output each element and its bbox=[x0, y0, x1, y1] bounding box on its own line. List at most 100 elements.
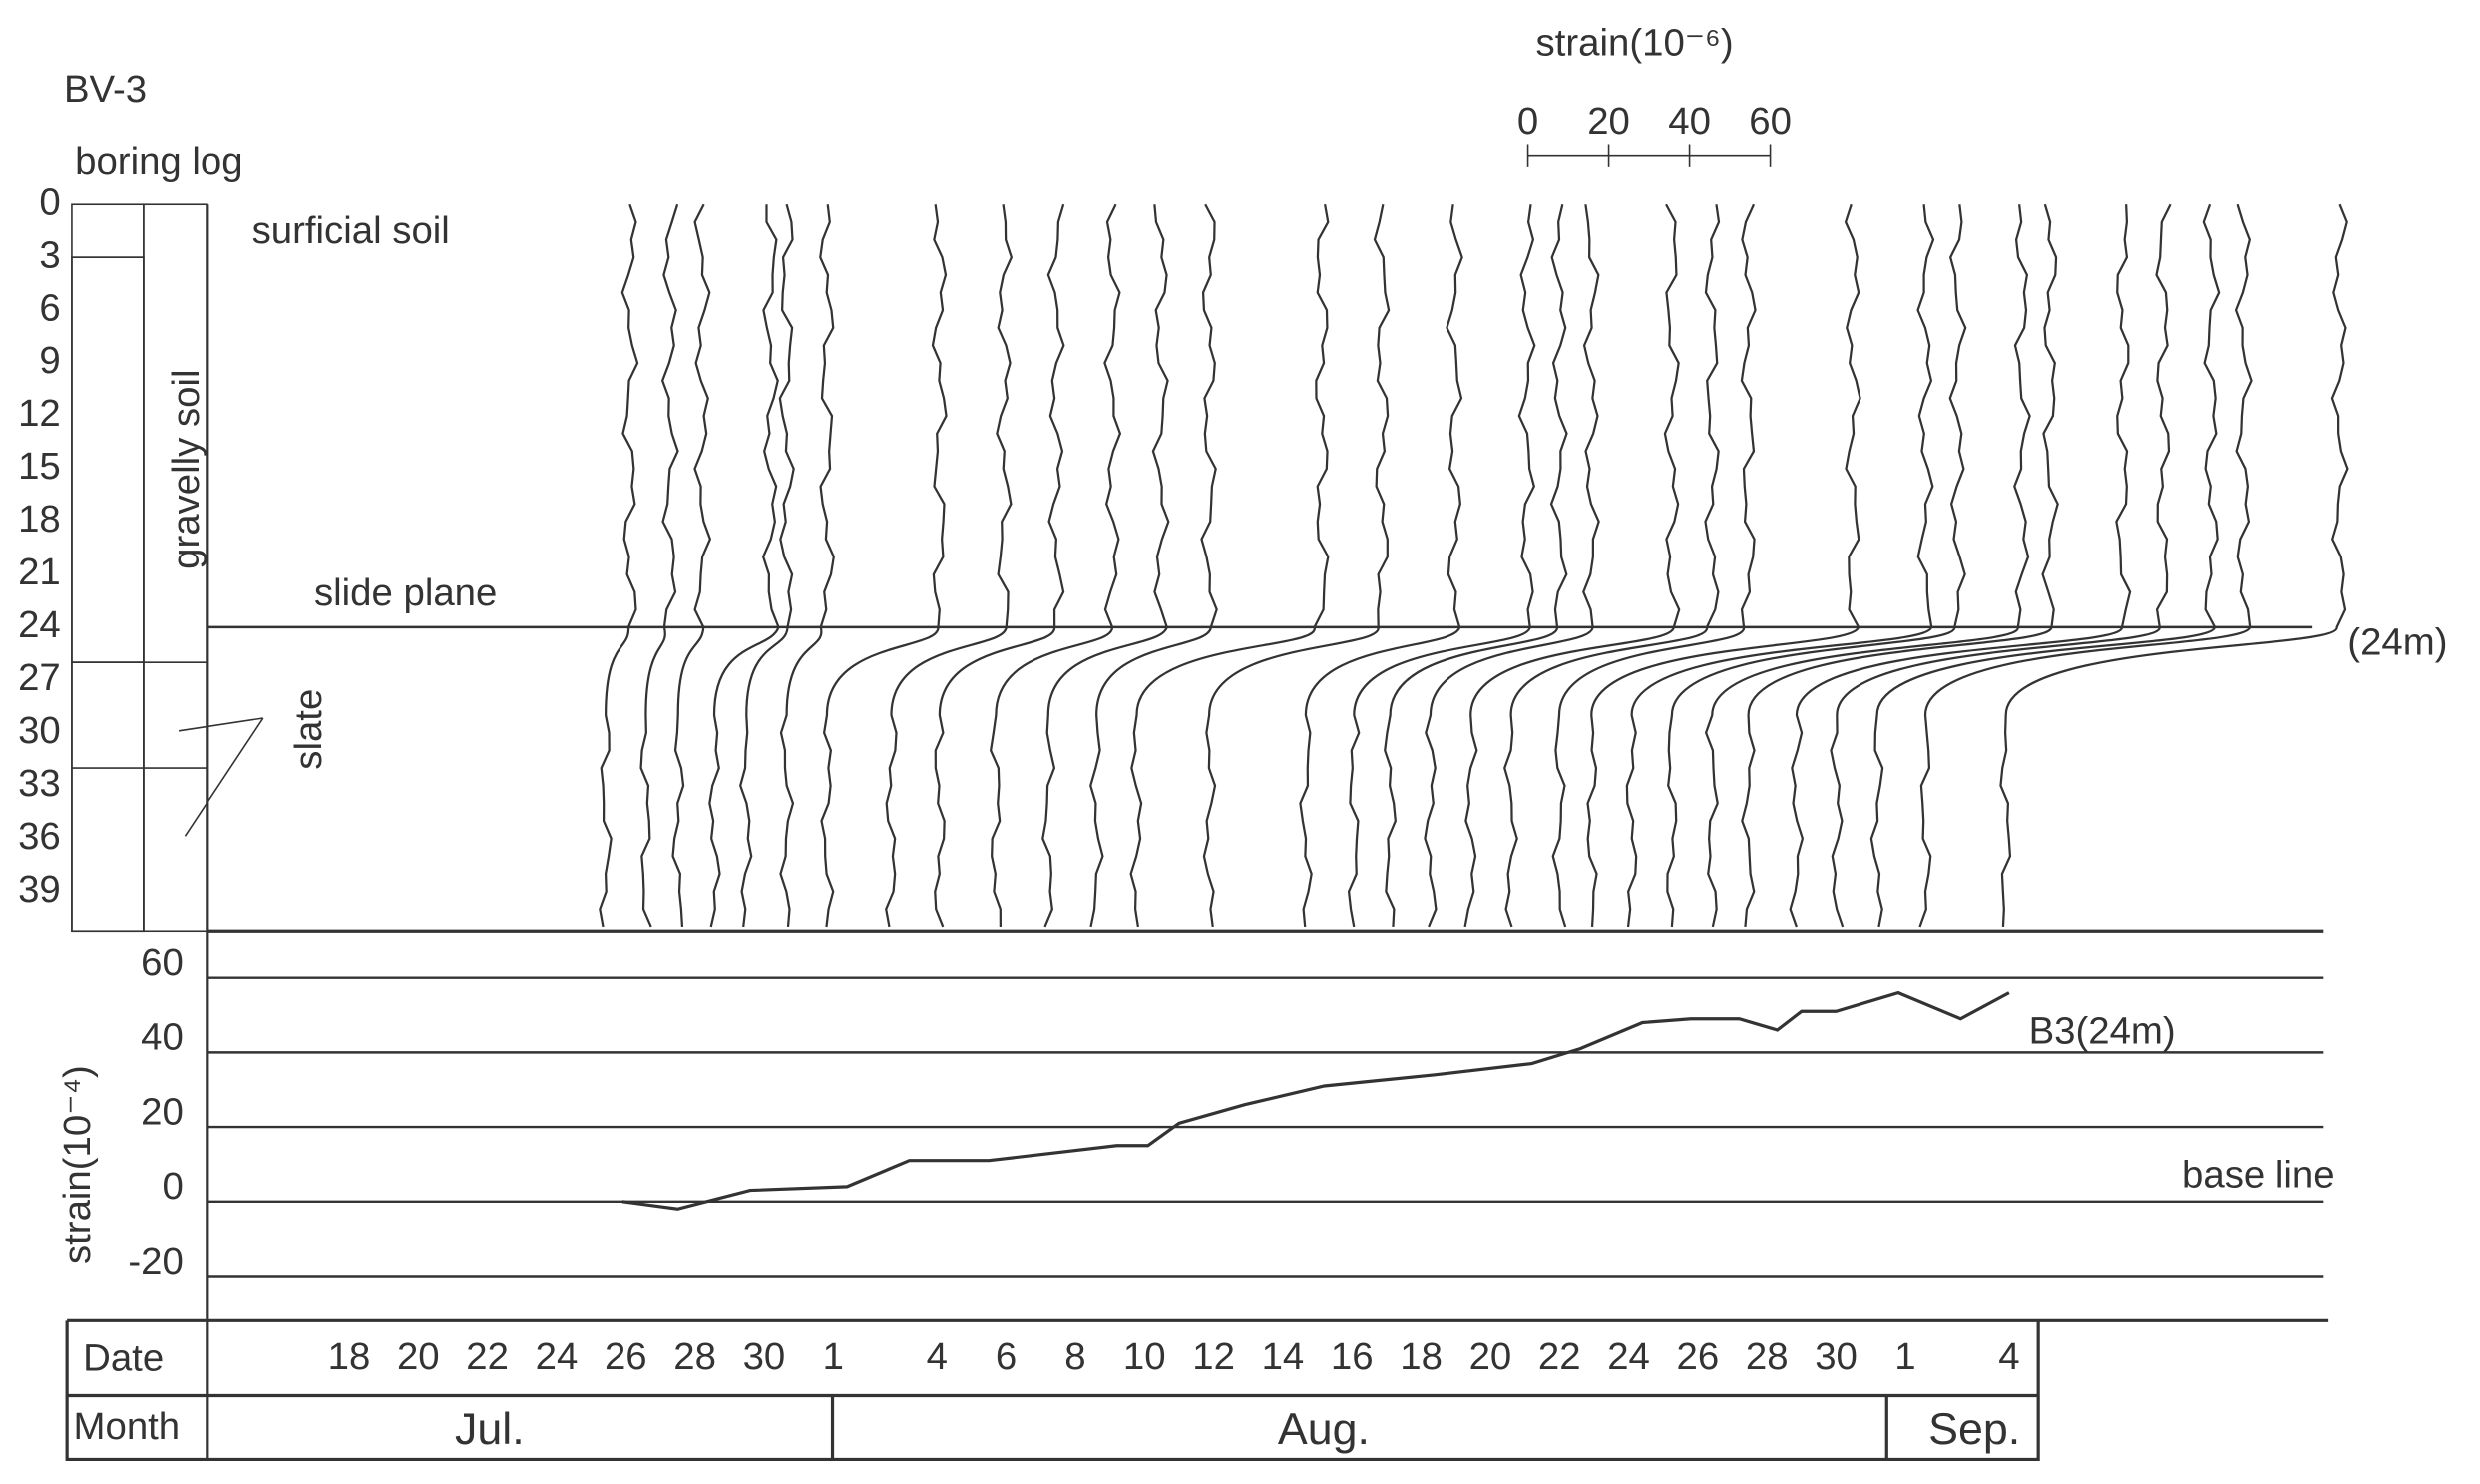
y-tick-label: 20 bbox=[141, 1090, 184, 1133]
x-tick-label: 20 bbox=[1469, 1335, 1512, 1378]
y-tick-label: 0 bbox=[163, 1165, 184, 1208]
x-tick-label: 16 bbox=[1331, 1335, 1374, 1378]
x-tick-label: 8 bbox=[1064, 1335, 1085, 1378]
scale-tick-label: 0 bbox=[1517, 100, 1538, 143]
surface-label: surficial soil bbox=[252, 209, 450, 252]
depth-tick-label: 33 bbox=[18, 762, 61, 805]
strain-profile bbox=[1666, 204, 1967, 928]
x-tick-label: 24 bbox=[1607, 1335, 1650, 1378]
strain-profile bbox=[1869, 203, 2221, 928]
x-tick-label: 18 bbox=[1400, 1335, 1443, 1378]
x-tick-label: 12 bbox=[1192, 1335, 1235, 1378]
strain-profile bbox=[1789, 204, 2132, 928]
y-tick-label: 60 bbox=[141, 941, 184, 984]
scale-tick-label: 40 bbox=[1668, 100, 1711, 143]
strain-profile bbox=[1089, 203, 1218, 928]
month-label: Jul. bbox=[455, 1404, 525, 1454]
series-line bbox=[621, 990, 2010, 1211]
strain-profile bbox=[1625, 204, 1935, 928]
x-tick-label: 26 bbox=[1677, 1335, 1720, 1378]
strain-profile bbox=[671, 203, 712, 928]
x-tick-label: 30 bbox=[743, 1335, 786, 1378]
depth-tick-label: 15 bbox=[18, 445, 61, 488]
strain-profile bbox=[1129, 204, 1330, 928]
x-tick-label: 22 bbox=[1538, 1335, 1581, 1378]
x-tick-label: 20 bbox=[397, 1335, 440, 1378]
arrow bbox=[178, 717, 264, 837]
log-column bbox=[71, 203, 145, 933]
scale-label: strain(10⁻⁶) bbox=[1536, 22, 1734, 65]
layer-label: slate bbox=[287, 689, 330, 770]
strain-profile bbox=[1704, 204, 2031, 928]
x-tick-label: 14 bbox=[1262, 1335, 1305, 1378]
scale-tick-label: 20 bbox=[1587, 100, 1630, 143]
y-axis-label: strain(10⁻⁴) bbox=[56, 1065, 99, 1264]
x-tick-label: 22 bbox=[466, 1335, 509, 1378]
strain-profile bbox=[1741, 203, 2059, 928]
x-tick-label: 6 bbox=[996, 1335, 1017, 1378]
x-tick-label: 18 bbox=[328, 1335, 371, 1378]
strain-profile bbox=[639, 203, 679, 928]
x-tick-label: 24 bbox=[536, 1335, 579, 1378]
slide-plane-label: slide plane bbox=[314, 571, 497, 614]
x-tick-label: 4 bbox=[1998, 1335, 2019, 1378]
depth-tick-label: 30 bbox=[18, 709, 61, 752]
strain-profile bbox=[1918, 203, 2253, 928]
strain-profile bbox=[1347, 204, 1536, 928]
x-tick-label: 28 bbox=[1746, 1335, 1789, 1378]
strain-profile bbox=[599, 203, 639, 928]
strain-profile bbox=[1202, 204, 1391, 928]
depth-tick-label: 6 bbox=[39, 286, 60, 329]
depth-tick-label: 21 bbox=[18, 551, 61, 593]
strain-profile bbox=[989, 203, 1122, 927]
depth-tick-label: 12 bbox=[18, 392, 61, 435]
table-frame bbox=[65, 204, 2329, 1462]
depth-tick-label: 36 bbox=[18, 815, 61, 858]
legend-entry: B3(24m) bbox=[2029, 1010, 2176, 1053]
y-tick-label: -20 bbox=[128, 1240, 183, 1283]
strain-profile bbox=[708, 204, 780, 928]
month-axis-label: Month bbox=[74, 1405, 181, 1448]
x-axis-label: Date bbox=[83, 1336, 164, 1379]
depth-tick-label: 24 bbox=[18, 603, 61, 646]
strain-profile bbox=[739, 203, 795, 928]
strain-profile bbox=[1463, 203, 1681, 928]
x-tick-label: 28 bbox=[673, 1335, 716, 1378]
boring-log-label: boring log bbox=[75, 140, 242, 183]
x-tick-label: 10 bbox=[1123, 1335, 1166, 1378]
x-tick-label: 1 bbox=[1894, 1335, 1915, 1378]
strain-profile bbox=[1384, 203, 1568, 928]
strain-profile bbox=[1503, 204, 1721, 928]
x-tick-label: 30 bbox=[1815, 1335, 1858, 1378]
scale-tick-label: 60 bbox=[1749, 100, 1792, 143]
depth-tick-label: 27 bbox=[18, 656, 61, 699]
annotation: base line bbox=[2182, 1154, 2335, 1197]
strain-profile bbox=[934, 203, 1065, 928]
month-label: Aug. bbox=[1278, 1404, 1370, 1454]
strain-profile bbox=[779, 204, 835, 928]
slide-plane-depth: (24m) bbox=[2347, 621, 2447, 664]
strain-profile bbox=[1551, 203, 1757, 928]
x-tick-label: 26 bbox=[605, 1335, 647, 1378]
y-tick-label: 40 bbox=[141, 1016, 184, 1059]
strain-profile bbox=[820, 204, 948, 928]
strain-profile bbox=[1830, 203, 2172, 928]
strain-profile bbox=[1041, 204, 1170, 928]
depth-tick-label: 9 bbox=[39, 339, 60, 382]
strain-profile bbox=[1999, 203, 2349, 928]
strain-profile bbox=[1299, 204, 1463, 928]
depth-tick-label: 39 bbox=[18, 868, 61, 911]
title: BV-3 bbox=[64, 68, 147, 111]
depth-tick-label: 0 bbox=[39, 181, 60, 223]
month-label: Sep. bbox=[1928, 1404, 2020, 1454]
x-tick-label: 4 bbox=[927, 1335, 948, 1378]
layer-label: gravelly soil bbox=[165, 369, 207, 568]
depth-tick-label: 3 bbox=[39, 233, 60, 276]
log-slate bbox=[71, 661, 145, 933]
depth-tick-label: 18 bbox=[18, 498, 61, 541]
strain-profile bbox=[885, 204, 1014, 928]
log-gravel bbox=[71, 256, 145, 663]
strain-profile bbox=[1424, 204, 1600, 928]
